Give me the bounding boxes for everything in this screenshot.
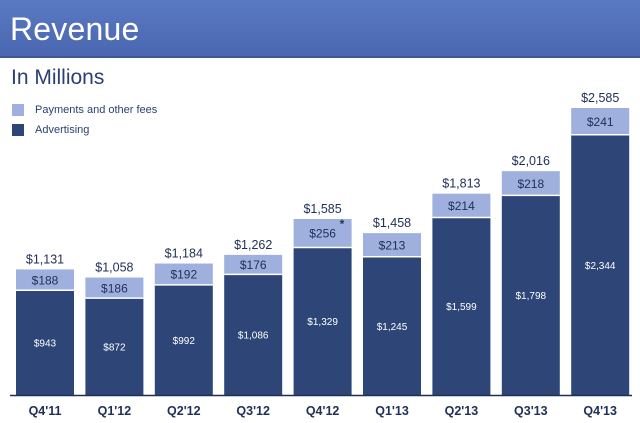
bar-payments bbox=[501, 171, 560, 196]
bar-payments bbox=[293, 219, 352, 248]
bar-advertising bbox=[432, 217, 491, 395]
x-tick-label: Q1'12 bbox=[98, 404, 132, 418]
x-tick-label: Q4'12 bbox=[306, 404, 340, 418]
x-tick-label: Q3'12 bbox=[236, 404, 270, 418]
bar-advertising bbox=[16, 290, 74, 395]
x-tick-label: Q2'12 bbox=[167, 404, 201, 418]
bar-payments bbox=[363, 233, 421, 257]
bar-advertising bbox=[571, 134, 630, 395]
legend-swatch-payments bbox=[12, 104, 24, 116]
data-label-payments: $214 bbox=[448, 199, 475, 213]
total-label: $1,058 bbox=[95, 261, 133, 275]
legend: Payments and other fees Advertising bbox=[12, 100, 157, 140]
header-bar: Revenue bbox=[0, 0, 640, 58]
data-label-payments: $186 bbox=[101, 281, 128, 295]
x-tick-label: Q3'13 bbox=[514, 404, 548, 418]
bar-advertising bbox=[224, 274, 283, 395]
data-label-advertising: $1,798 bbox=[516, 291, 547, 302]
bar-payments bbox=[16, 269, 74, 291]
total-label: $1,131 bbox=[26, 252, 64, 266]
total-label: $1,813 bbox=[442, 177, 480, 191]
bar-payments bbox=[154, 263, 213, 285]
legend-label-advertising: Advertising bbox=[35, 124, 90, 136]
data-label-advertising: $1,245 bbox=[377, 322, 408, 333]
legend-swatch-advertising bbox=[12, 124, 24, 136]
bar-advertising bbox=[293, 247, 352, 395]
data-label-payments: $176 bbox=[240, 258, 267, 272]
data-label-payments: $218 bbox=[517, 177, 544, 191]
x-tick-label: Q4'13 bbox=[583, 404, 617, 418]
data-label-advertising: $2,344 bbox=[585, 261, 616, 272]
data-label-advertising: $1,329 bbox=[307, 317, 338, 328]
bar-advertising bbox=[85, 298, 144, 395]
legend-label-payments: Payments and other fees bbox=[35, 104, 158, 116]
total-label: $2,585 bbox=[581, 91, 619, 105]
total-label: $1,184 bbox=[165, 247, 203, 261]
data-label-advertising: $872 bbox=[103, 343, 126, 354]
total-label: $2,016 bbox=[512, 154, 550, 168]
data-label-advertising: $992 bbox=[173, 336, 196, 347]
bar-payments bbox=[432, 193, 491, 218]
x-tick-label: Q1'13 bbox=[375, 404, 409, 418]
total-label: $1,585 bbox=[303, 202, 341, 216]
chart-subtitle: In Millions bbox=[11, 66, 105, 89]
bar-payments bbox=[571, 108, 630, 135]
legend-item-payments: Payments and other fees bbox=[12, 100, 157, 120]
x-tick-label: Q4'11 bbox=[29, 404, 62, 418]
bar-advertising bbox=[363, 256, 421, 395]
bar-payments bbox=[224, 254, 283, 275]
total-label: $1,262 bbox=[234, 238, 272, 252]
data-label-advertising: $1,599 bbox=[446, 302, 477, 313]
page-title: Revenue bbox=[10, 11, 140, 47]
legend-item-advertising: Advertising bbox=[12, 120, 157, 140]
data-label-advertising: $1,086 bbox=[238, 331, 269, 342]
bar-payments bbox=[85, 277, 144, 299]
total-label: $1,458 bbox=[373, 216, 411, 230]
data-label-advertising: $943 bbox=[34, 339, 57, 350]
bar-advertising bbox=[501, 195, 560, 395]
data-label-payments: $213 bbox=[379, 238, 406, 252]
bar-advertising bbox=[154, 284, 213, 395]
annotation-marker: * bbox=[340, 217, 345, 231]
data-label-payments: $192 bbox=[170, 268, 197, 282]
data-label-payments: $188 bbox=[32, 273, 59, 287]
data-label-payments: $256 bbox=[309, 227, 336, 241]
data-label-payments: $241 bbox=[587, 115, 614, 129]
x-tick-label: Q2'13 bbox=[445, 404, 479, 418]
